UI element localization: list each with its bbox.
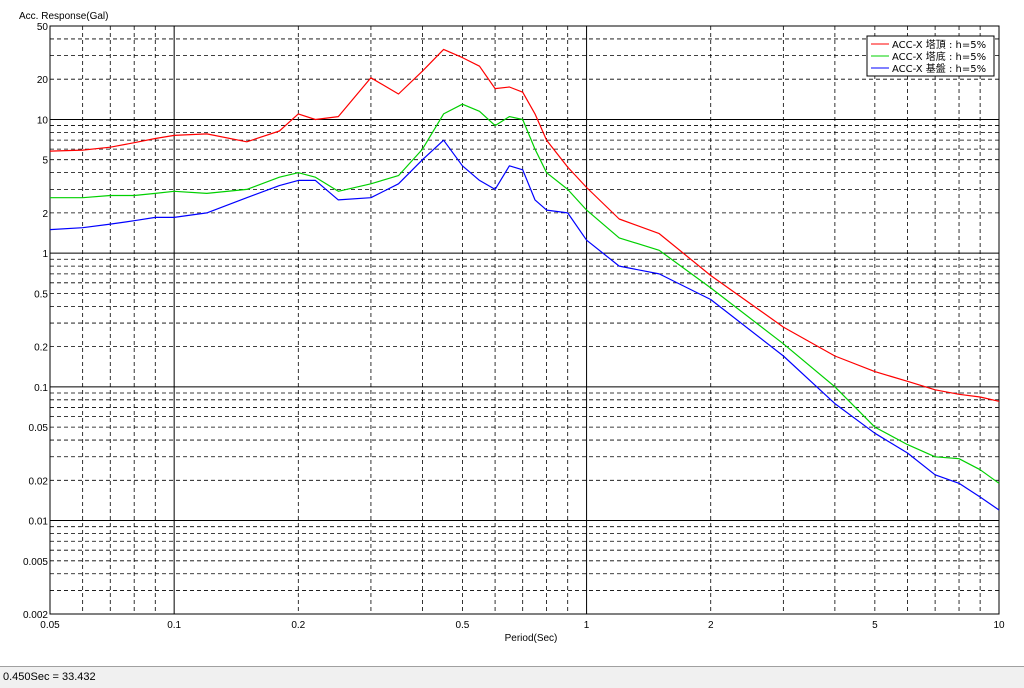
y-tick-label: 0.1	[34, 383, 48, 394]
series-line-0	[49, 48, 1000, 402]
y-tick-label: 50	[37, 22, 49, 33]
y-tick-label: 1	[42, 249, 48, 260]
status-readout: 0.450Sec = 33.432	[3, 671, 96, 683]
status-bar: 0.450Sec = 33.432	[0, 666, 1024, 688]
y-tick-label: 0.5	[34, 289, 48, 300]
series-line-2	[49, 139, 1000, 511]
y-tick-label: 0.02	[29, 476, 49, 487]
x-tick-label: 5	[872, 620, 878, 631]
y-tick-label: 0.005	[23, 557, 48, 568]
chart-window: Acc. Response(Gal) Period(Sec) 0.05 0.1 0.…	[19, 11, 1005, 644]
legend: ACC-X 塔頂 : h=5% ACC-X 塔底 : h=5% ACC-X 基盤…	[866, 35, 995, 77]
response-spectrum-chart: Acc. Response(Gal) Period(Sec) 0.05 0.1 0.…	[19, 11, 1005, 644]
x-tick-label: 1	[584, 620, 590, 631]
x-tick-label: 0.5	[455, 620, 469, 631]
y-tick-label: 5	[42, 156, 48, 167]
y-tick-label: 0.2	[34, 343, 48, 354]
series-line-1	[50, 103, 1000, 484]
y-axis-label: Acc. Response(Gal)	[19, 11, 108, 22]
x-tick-label: 0.1	[167, 620, 181, 631]
plot-area[interactable]	[49, 25, 1000, 615]
y-tick-label: 10	[37, 115, 49, 126]
x-tick-label: 2	[708, 620, 714, 631]
x-axis-label: Period(Sec)	[505, 633, 558, 644]
legend-entry-1: ACC-X 塔底 : h=5%	[892, 50, 986, 63]
grid-lines	[49, 25, 1000, 615]
legend-entry-2: ACC-X 基盤 : h=5%	[892, 62, 986, 75]
y-tick-label: 0.01	[29, 517, 49, 528]
x-tick-label: 10	[993, 620, 1005, 631]
legend-entry-0: ACC-X 塔頂 : h=5%	[892, 38, 986, 51]
x-tick-label: 0.05	[40, 620, 60, 631]
y-tick-label: 2	[42, 209, 48, 220]
y-tick-label: 20	[37, 75, 49, 86]
y-tick-label: 0.05	[29, 423, 49, 434]
series-lines	[49, 48, 1000, 511]
tick-labels: 0.05 0.1 0.2 0.5 1 2 5 10 50 20 10 5 2 1 0.5 0.2 0.1 0.05…	[23, 22, 1005, 631]
y-tick-label: 0.002	[23, 610, 48, 621]
x-tick-label: 0.2	[291, 620, 305, 631]
